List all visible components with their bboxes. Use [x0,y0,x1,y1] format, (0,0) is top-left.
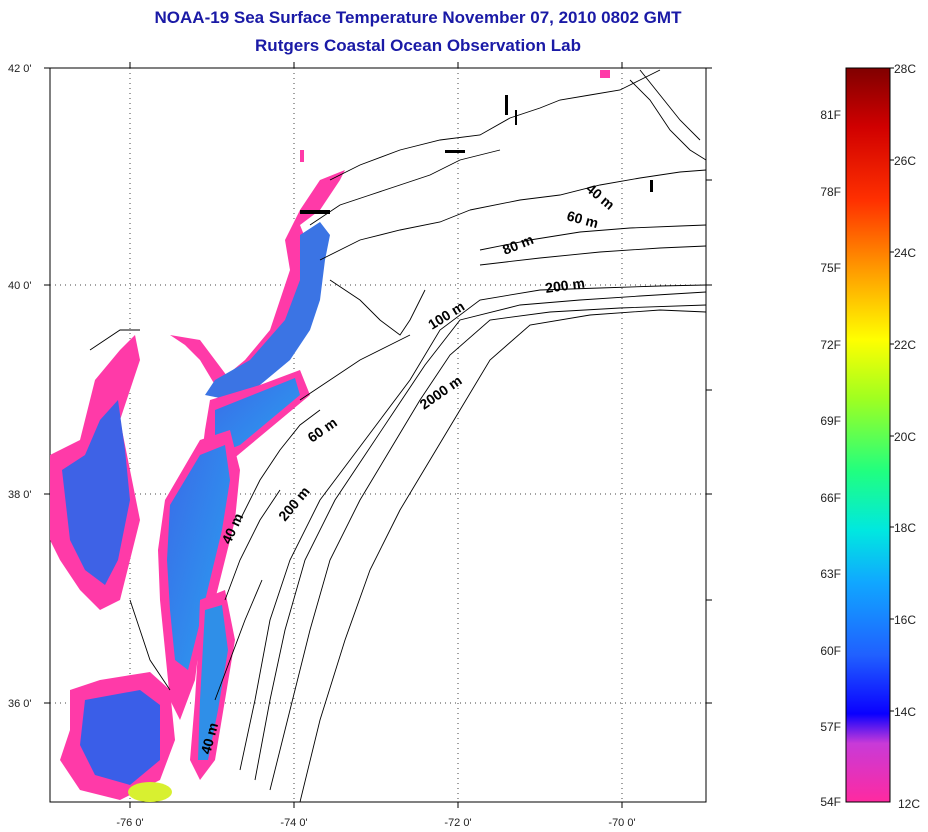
colorbar-f-label: 57F [820,720,841,734]
lat-tick-label: 40 0' [8,280,32,292]
colorbar-f-label: 69F [820,414,841,428]
lon-tick-label: -76 0' [116,817,143,829]
colorbar-f-label: 54F [820,795,841,809]
colorbar-c-label: 24C [894,246,916,260]
lat-tick-label: 38 0' [8,489,32,501]
coastlines [89,69,661,701]
colorbar-ticks [890,67,894,712]
contour-label: 40 m [197,721,221,756]
colorbar-f-label: 75F [820,261,841,275]
lon-tick-label: -74 0' [280,817,307,829]
lon-tick-label: -70 0' [608,817,635,829]
colorbar-c-label: 22C [894,338,916,352]
lat-tick-label: 42 0' [8,63,32,75]
colorbar-f-label: 63F [820,567,841,581]
sst-coastal-shelf [158,170,345,780]
contour-label: 60 m [565,207,600,231]
colorbar-f-label: 72F [820,338,841,352]
colorbar-celsius-labels: 28C 26C 24C 22C 20C 18C 16C 14C 12C [894,62,920,811]
isobaths [239,69,706,802]
sst-patch [600,70,610,78]
colorbar [845,67,891,803]
colorbar-f-label: 60F [820,644,841,658]
colorbar-c-label: 20C [894,430,916,444]
colorbar-c-label: 16C [894,613,916,627]
map-content [50,68,706,802]
sst-bay-west [50,335,175,802]
lon-tick-label: -72 0' [444,817,471,829]
colorbar-c-label: 28C [894,62,916,76]
map-title: NOAA-19 Sea Surface Temperature November… [154,8,682,27]
colorbar-c-label: 18C [894,521,916,535]
sst-patch [300,150,304,162]
colorbar-c-label: 14C [894,705,916,719]
coastal-detail [300,95,653,214]
frame-ticks [44,62,712,808]
colorbar-f-label: 81F [820,108,841,122]
colorbar-c-label: 26C [894,154,916,168]
colorbar-f-label: 78F [820,185,841,199]
contour-label: 200 m [544,275,586,296]
colorbar-c-label: 12C [898,797,920,811]
lat-tick-label: 36 0' [8,698,32,710]
colorbar-f-label: 66F [820,491,841,505]
colorbar-fahrenheit-labels: 81F 78F 75F 72F 69F 66F 63F 60F 57F 54F [820,108,841,809]
map-subtitle: Rutgers Coastal Ocean Observation Lab [255,36,581,55]
